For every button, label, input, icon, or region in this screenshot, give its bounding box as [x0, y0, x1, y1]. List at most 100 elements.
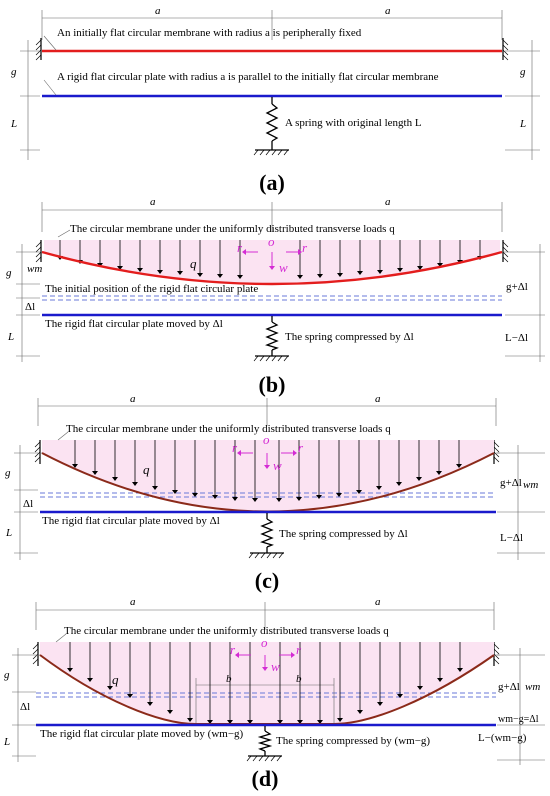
coordinate-axes: o r r w	[230, 635, 302, 674]
dimension-a: a a	[41, 5, 503, 40]
label-dl: Δl	[23, 498, 33, 510]
spring-note: The spring compressed by Δl	[285, 331, 414, 343]
label-wm-right: wm	[525, 681, 540, 693]
dimension-a: a a	[37, 393, 497, 426]
coordinate-axes: o r r w	[237, 234, 308, 275]
spring-note: A spring with original length L	[285, 117, 422, 129]
right-dimensions: g+Δl wm L−Δl	[497, 445, 545, 560]
label-wm-minus-g: wm−g=Δl	[498, 714, 539, 725]
spring-note: The spring compressed by (wm−g)	[276, 735, 430, 747]
label-wm: wm	[27, 263, 42, 275]
label-r-right: r	[298, 440, 304, 455]
plate-note: A rigid flat circular plate with radius …	[57, 71, 439, 83]
right-dimensions: g+Δl wm wm−g=Δl L−(wm−g)	[478, 648, 545, 765]
fixed-support-right	[502, 240, 509, 263]
spring	[253, 316, 289, 362]
spring-note: The spring compressed by Δl	[279, 528, 408, 540]
label-g: g	[4, 669, 10, 681]
label-q: q	[143, 462, 150, 477]
label-g-plus-dl: g+Δl	[506, 281, 528, 293]
moved-note: The rigid flat circular plate moved by (…	[40, 728, 244, 740]
panel-d: a a b b The circular membrane under	[3, 596, 545, 791]
label-a-right: a	[375, 393, 381, 405]
deformed-membrane	[41, 250, 503, 286]
label-r-right: r	[296, 642, 302, 657]
dimension-a: a a	[41, 196, 503, 232]
label-a-right: a	[385, 5, 391, 17]
fixed-support-right	[493, 642, 500, 666]
label-L: L	[5, 527, 12, 539]
label-g-plus-dl: g+Δl	[498, 681, 520, 693]
load-note: The circular membrane under the uniforml…	[64, 625, 389, 637]
caption-a: (a)	[259, 170, 285, 195]
left-dimensions: g Δl L	[3, 648, 36, 762]
caption-b: (b)	[259, 372, 286, 397]
label-a-left: a	[150, 196, 156, 208]
load-band	[42, 440, 494, 512]
label-o: o	[261, 635, 268, 650]
label-L-left: L	[10, 118, 17, 130]
label-L-minus-dl: L−Δl	[500, 532, 523, 544]
label-a-right: a	[385, 196, 391, 208]
label-a-left: a	[155, 5, 161, 17]
right-dimensions: g+Δl L−Δl	[505, 244, 545, 362]
fixed-support-left	[35, 240, 42, 263]
label-g: g	[6, 267, 12, 279]
label-g-left: g	[11, 66, 17, 78]
load-note: The circular membrane under the uniforml…	[70, 223, 395, 235]
fixed-support-left	[32, 642, 39, 666]
spring	[246, 726, 282, 762]
load-band	[40, 642, 494, 724]
label-o: o	[263, 432, 270, 447]
spring	[248, 513, 284, 559]
load-arrows	[72, 440, 462, 502]
caption-d: (d)	[252, 766, 279, 791]
label-dl: Δl	[20, 701, 30, 713]
label-o: o	[268, 234, 275, 249]
initial-note: The initial position of the rigid flat c…	[45, 283, 258, 295]
load-arrows	[67, 642, 463, 724]
left-dimensions: g L	[10, 40, 40, 160]
label-a-right: a	[375, 596, 381, 608]
label-b-left: b	[226, 673, 232, 685]
label-dl: Δl	[25, 301, 35, 313]
fixed-support-left	[34, 440, 41, 464]
label-L-minus-dl: L−Δl	[505, 332, 528, 344]
label-q: q	[190, 256, 197, 271]
fixed-support-left	[35, 38, 42, 61]
label-L-right: L	[519, 118, 526, 130]
load-note: The circular membrane under the uniforml…	[66, 423, 391, 435]
moved-note: The rigid flat circular plate moved by Δ…	[45, 318, 223, 330]
label-wm-right: wm	[523, 479, 538, 491]
fixed-support-right	[502, 38, 509, 61]
left-dimensions: g Δl L	[5, 445, 38, 560]
dimension-a: a a	[35, 596, 495, 630]
label-r-left: r	[232, 440, 238, 455]
caption-c: (c)	[255, 568, 279, 593]
panel-b: a a The circular membrane under the unif…	[6, 196, 545, 397]
fixed-support-right	[493, 440, 500, 464]
spring	[253, 97, 289, 156]
panel-c: a a The circular membrane under the unif…	[5, 393, 545, 593]
label-w: w	[273, 458, 282, 473]
label-a-left: a	[130, 596, 136, 608]
left-dimensions: g wm Δl L	[6, 244, 42, 362]
panel-a: a a An initially flat circular membrane …	[10, 5, 540, 195]
label-r-left: r	[237, 240, 243, 255]
label-r-left: r	[230, 642, 236, 657]
label-b-right: b	[296, 673, 302, 685]
label-g: g	[5, 467, 11, 479]
right-dimensions: g L	[505, 40, 540, 160]
label-L-minus-wmg: L−(wm−g)	[478, 732, 527, 744]
label-L: L	[7, 331, 14, 343]
membrane-note: An initially flat circular membrane with…	[57, 27, 362, 39]
load-arrows	[57, 240, 483, 279]
label-r-right: r	[302, 240, 308, 255]
label-w: w	[271, 659, 280, 674]
label-w: w	[279, 260, 288, 275]
label-a-left: a	[130, 393, 136, 405]
moved-note: The rigid flat circular plate moved by Δ…	[42, 515, 220, 527]
dimension-b: b b	[195, 673, 335, 725]
label-L: L	[3, 736, 10, 748]
